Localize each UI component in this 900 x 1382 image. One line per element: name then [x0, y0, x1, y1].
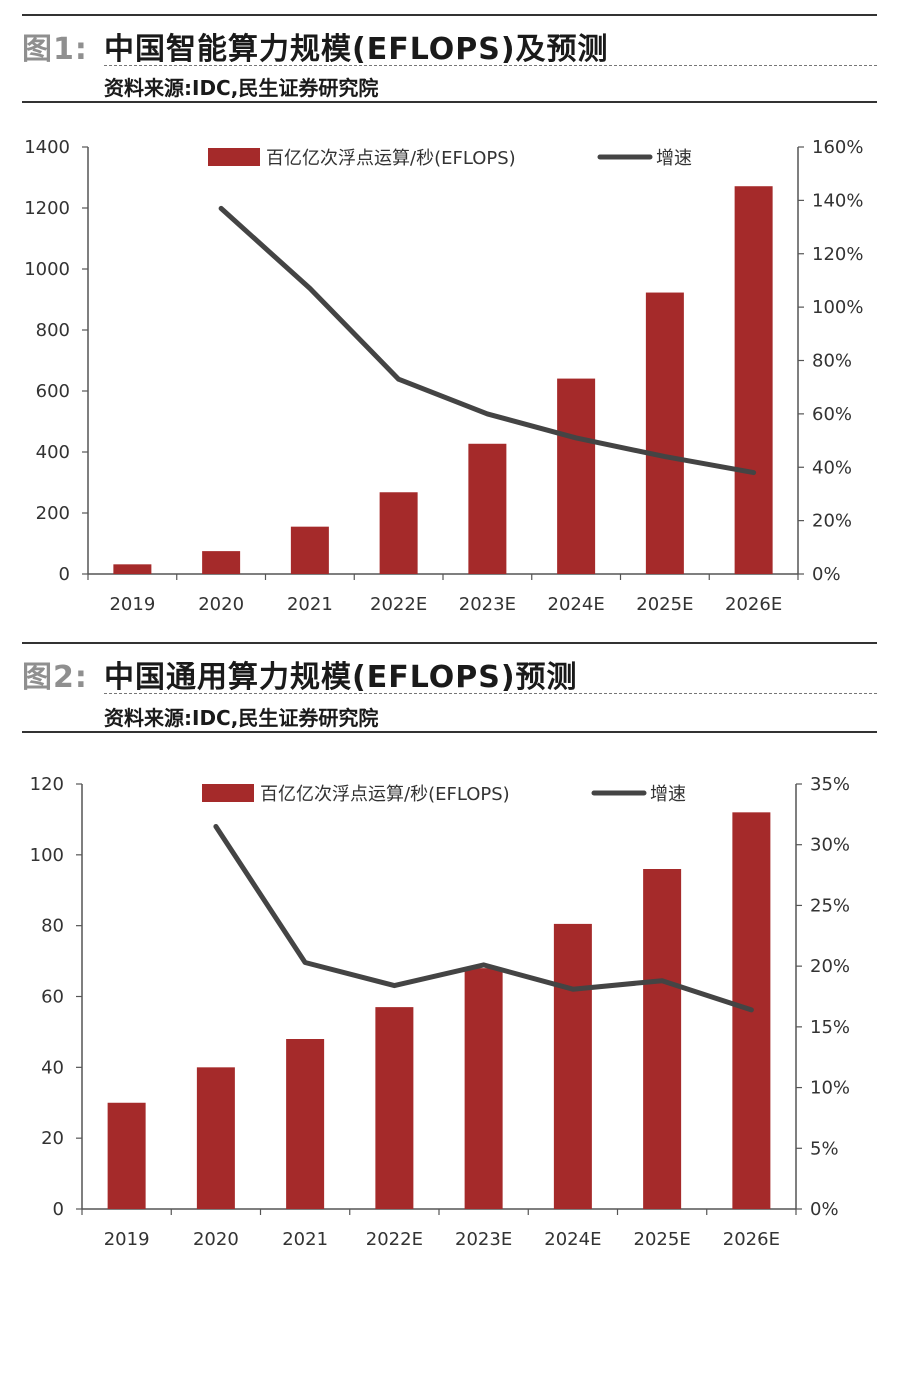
- bar-2026E: [735, 186, 773, 574]
- left-tick-label: 1000: [24, 259, 70, 280]
- figure-1-source: 资料来源:IDC,民生证券研究院: [104, 72, 378, 101]
- left-tick-label: 800: [36, 320, 70, 341]
- x-tick-label: 2021: [287, 594, 333, 615]
- legend-bar-label: 百亿亿次浮点运算/秒(EFLOPS): [260, 784, 510, 805]
- legend-bar-swatch: [208, 148, 260, 166]
- x-tick-label: 2020: [193, 1229, 239, 1250]
- x-tick-label: 2022E: [370, 594, 427, 615]
- left-tick-label: 80: [41, 916, 64, 937]
- right-tick-label: 5%: [810, 1138, 839, 1159]
- figure-1-bottom-rule: [22, 101, 877, 103]
- right-tick-label: 25%: [810, 895, 850, 916]
- x-tick-label: 2019: [109, 594, 155, 615]
- figure-2-top-rule: [22, 642, 877, 644]
- chart-2: 0 20 40 60 80 100 120 0% 5% 10% 15% 20% 25% 30% 35% 201…: [0, 752, 900, 1382]
- x-tick-label: 2024E: [548, 594, 605, 615]
- legend-bar-label: 百亿亿次浮点运算/秒(EFLOPS): [266, 148, 516, 169]
- bar-2022E: [375, 1007, 413, 1209]
- figure-2-dashed-rule: [104, 693, 877, 694]
- right-tick-label: 10%: [810, 1078, 850, 1099]
- right-tick-label: 0%: [812, 564, 841, 585]
- left-tick-label: 200: [36, 503, 70, 524]
- x-tick-label: 2025E: [636, 594, 693, 615]
- x-tick-label: 2025E: [634, 1229, 691, 1250]
- right-tick-label: 120%: [812, 244, 863, 265]
- right-tick-label: 80%: [812, 351, 852, 372]
- left-tick-label: 1200: [24, 198, 70, 219]
- bar-2021: [291, 527, 329, 574]
- left-tick-label: 40: [41, 1057, 64, 1078]
- figure-1-top-rule: [22, 14, 877, 16]
- right-tick-label: 40%: [812, 457, 852, 478]
- bar-2022E: [380, 492, 418, 574]
- left-tick-label: 60: [41, 987, 64, 1008]
- figure-2-bottom-rule: [22, 731, 877, 733]
- right-tick-label: 60%: [812, 404, 852, 425]
- right-tick-label: 100%: [812, 297, 863, 318]
- x-tick-label: 2026E: [723, 1229, 780, 1250]
- bar-2024E: [557, 379, 595, 574]
- x-tick-label: 2021: [282, 1229, 328, 1250]
- figure-1-label: 图1:: [22, 24, 88, 68]
- left-tick-label: 0: [59, 564, 70, 585]
- x-tick-label: 2019: [104, 1229, 150, 1250]
- bar-2020: [202, 551, 240, 574]
- figure-2-source: 资料来源:IDC,民生证券研究院: [104, 702, 378, 731]
- bar-2019: [113, 564, 151, 574]
- legend-bar-swatch: [202, 784, 254, 802]
- left-tick-label: 600: [36, 381, 70, 402]
- bar-2023E: [465, 968, 503, 1209]
- right-tick-label: 20%: [812, 511, 852, 532]
- figure-2-label: 图2:: [22, 652, 88, 696]
- left-tick-label: 400: [36, 442, 70, 463]
- right-tick-label: 30%: [810, 835, 850, 856]
- bar-2023E: [468, 444, 506, 574]
- chart-1: 0 200 400 600 800 1000 1200 1400 0% 20% 40% 60% 80% 1…: [0, 120, 900, 620]
- bar-2021: [286, 1039, 324, 1209]
- x-tick-label: 2026E: [725, 594, 782, 615]
- bar-2025E: [643, 869, 681, 1209]
- left-tick-label: 120: [30, 774, 64, 795]
- left-tick-label: 100: [30, 845, 64, 866]
- figure-2-title: 中国通用算力规模(EFLOPS)预测: [104, 652, 578, 696]
- right-tick-label: 140%: [812, 190, 863, 211]
- figure-1-title: 中国智能算力规模(EFLOPS)及预测: [104, 24, 609, 68]
- x-tick-label: 2024E: [544, 1229, 601, 1250]
- figure-1-dashed-rule: [104, 65, 877, 66]
- right-tick-label: 35%: [810, 774, 850, 795]
- bar-2025E: [646, 293, 684, 574]
- left-tick-label: 20: [41, 1128, 64, 1149]
- right-tick-label: 20%: [810, 956, 850, 977]
- x-tick-label: 2020: [198, 594, 244, 615]
- legend-line-label: 增速: [656, 148, 692, 169]
- left-tick-label: 0: [53, 1199, 64, 1220]
- bar-2019: [108, 1103, 146, 1209]
- right-tick-label: 0%: [810, 1199, 839, 1220]
- bar-2020: [197, 1067, 235, 1209]
- right-tick-label: 160%: [812, 137, 863, 158]
- x-tick-label: 2023E: [459, 594, 516, 615]
- x-tick-label: 2022E: [366, 1229, 423, 1250]
- bar-2024E: [554, 924, 592, 1209]
- right-tick-label: 15%: [810, 1017, 850, 1038]
- left-tick-label: 1400: [24, 137, 70, 158]
- legend-line-label: 增速: [650, 784, 686, 805]
- x-tick-label: 2023E: [455, 1229, 512, 1250]
